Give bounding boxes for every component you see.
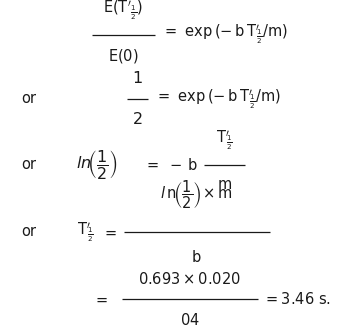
- Text: $=$: $=$: [102, 224, 117, 240]
- Text: $\mathrm{T'\!_{\frac{1}{2}}}$: $\mathrm{T'\!_{\frac{1}{2}}}$: [216, 128, 233, 152]
- Text: or: or: [21, 91, 36, 106]
- Text: $\mathrm{b}$: $\mathrm{b}$: [191, 249, 202, 265]
- Text: $=$: $=$: [93, 292, 109, 307]
- Text: $\mathit{ln}\!\left(\dfrac{1}{2}\right)$: $\mathit{ln}\!\left(\dfrac{1}{2}\right)$: [77, 148, 118, 181]
- Text: or: or: [21, 224, 36, 240]
- Text: $2$: $2$: [132, 111, 143, 127]
- Text: $=\ \mathrm{exp\,(-\,b\,T'\!_{\frac{1}{2}}/m)}$: $=\ \mathrm{exp\,(-\,b\,T'\!_{\frac{1}{2…: [155, 87, 281, 111]
- Text: $=\ \mathrm{exp\,(-\,b\,T'\!_{\frac{1}{2}}/m)}$: $=\ \mathrm{exp\,(-\,b\,T'\!_{\frac{1}{2…: [162, 23, 288, 46]
- Text: $1$: $1$: [132, 70, 143, 86]
- Text: $\mathrm{T'\!_{\frac{1}{2}}}$: $\mathrm{T'\!_{\frac{1}{2}}}$: [77, 220, 94, 244]
- Text: $\mathit{l}\,\mathrm{n}\!\left(\dfrac{1}{2}\right)\!\times\mathrm{m}$: $\mathit{l}\,\mathrm{n}\!\left(\dfrac{1}…: [160, 178, 233, 211]
- Text: $\mathrm{E(0)}$: $\mathrm{E(0)}$: [108, 47, 139, 65]
- Text: $=\ -\,\mathrm{b}$: $=\ -\,\mathrm{b}$: [144, 157, 198, 172]
- Text: $\mathrm{E(T'_{\frac{1}{2}})}$: $\mathrm{E(T'_{\frac{1}{2}})}$: [103, 0, 144, 22]
- Text: $\mathrm{m}$: $\mathrm{m}$: [217, 177, 232, 192]
- Text: $04$: $04$: [180, 312, 199, 328]
- Text: $0.693\times 0.020$: $0.693\times 0.020$: [138, 271, 241, 287]
- Text: or: or: [21, 157, 36, 172]
- Text: $= 3.46\ \mathrm{s.}$: $= 3.46\ \mathrm{s.}$: [263, 291, 331, 307]
